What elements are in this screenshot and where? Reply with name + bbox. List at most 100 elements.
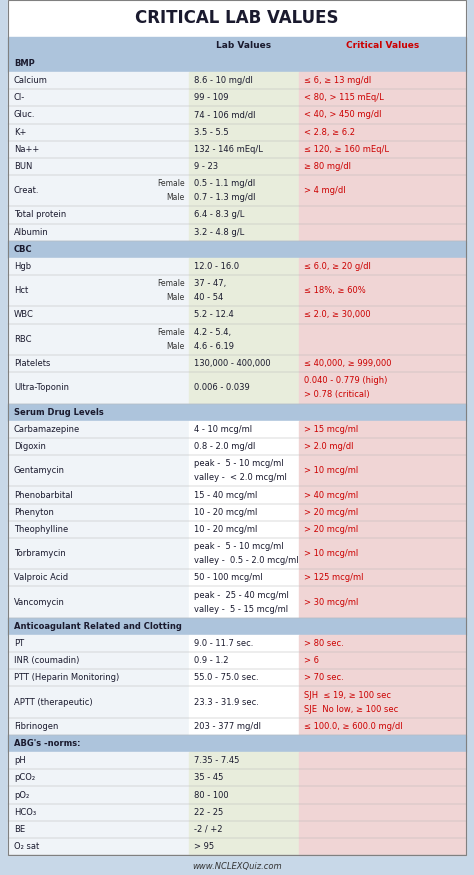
Bar [8,241,466,258]
Bar [8,718,189,735]
Bar [8,438,189,455]
Bar [189,324,299,355]
Bar [8,107,189,123]
Text: 10 - 20 mcg/ml: 10 - 20 mcg/ml [194,525,257,534]
Text: SJE  No low, ≥ 100 sec: SJE No low, ≥ 100 sec [304,704,398,714]
Text: pO₂: pO₂ [14,790,29,800]
Text: valley -  < 2.0 mcg/ml: valley - < 2.0 mcg/ml [194,473,287,482]
Bar [189,223,299,241]
Text: 9 - 23: 9 - 23 [194,162,218,171]
Text: Hgb: Hgb [14,262,31,271]
Bar [8,504,189,521]
Bar [189,372,299,403]
Bar [299,123,466,141]
Text: 8.6 - 10 mg/dl: 8.6 - 10 mg/dl [194,76,253,85]
Bar [8,618,466,635]
Text: 132 - 146 mEq/L: 132 - 146 mEq/L [194,144,263,154]
Text: PT: PT [14,639,24,648]
Text: 6.4 - 8.3 g/L: 6.4 - 8.3 g/L [194,211,244,220]
Text: 0.8 - 2.0 mg/dl: 0.8 - 2.0 mg/dl [194,442,255,451]
Text: 40 - 54: 40 - 54 [194,293,223,302]
Text: O₂ sat: O₂ sat [14,842,39,850]
Text: 74 - 106 md/dl: 74 - 106 md/dl [194,110,255,120]
Text: BUN: BUN [14,162,32,171]
Text: CBC: CBC [14,245,33,254]
Text: 203 - 377 mg/dl: 203 - 377 mg/dl [194,722,261,731]
Text: 5.2 - 12.4: 5.2 - 12.4 [194,311,234,319]
Bar [189,355,299,372]
Bar [189,455,299,486]
Text: Serum Drug Levels: Serum Drug Levels [14,408,104,416]
Bar [189,141,299,158]
Text: > 10 mcg/ml: > 10 mcg/ml [304,550,358,558]
Text: Phenyton: Phenyton [14,507,54,516]
Bar [189,158,299,175]
Text: 3.2 - 4.8 g/L: 3.2 - 4.8 g/L [194,228,244,236]
Text: > 2.0 mg/dl: > 2.0 mg/dl [304,442,353,451]
Text: > 15 mcg/ml: > 15 mcg/ml [304,424,358,434]
Text: ≤ 120, ≥ 160 mEq/L: ≤ 120, ≥ 160 mEq/L [304,144,389,154]
Bar [8,275,189,306]
Text: Female: Female [157,179,185,188]
Text: ABG's -norms:: ABG's -norms: [14,739,81,748]
Text: pCO₂: pCO₂ [14,774,35,782]
Bar [299,175,466,206]
Bar [8,72,189,89]
Bar [189,107,299,123]
Text: > 40 mcg/ml: > 40 mcg/ml [304,491,358,500]
Text: > 95: > 95 [194,842,214,850]
Bar [299,635,466,652]
Text: Gentamycin: Gentamycin [14,466,65,475]
Text: Male: Male [167,341,185,351]
Bar [299,438,466,455]
Text: Creat.: Creat. [14,186,39,195]
Bar [299,652,466,669]
Bar [8,487,189,504]
Bar [299,355,466,372]
Bar [8,752,189,769]
Text: ≤ 6, ≥ 13 mg/dl: ≤ 6, ≥ 13 mg/dl [304,76,371,85]
Text: 10 - 20 mcg/ml: 10 - 20 mcg/ml [194,507,257,516]
Text: 4 - 10 mcg/ml: 4 - 10 mcg/ml [194,424,252,434]
Text: > 6: > 6 [304,656,319,665]
Bar [299,752,466,769]
Text: SJH  ≤ 19, ≥ 100 sec: SJH ≤ 19, ≥ 100 sec [304,690,391,700]
Bar [189,687,299,718]
Bar [8,258,189,275]
Bar [299,89,466,107]
Text: > 4 mg/dl: > 4 mg/dl [304,186,346,195]
Text: INR (coumadin): INR (coumadin) [14,656,79,665]
Bar [299,72,466,89]
Bar [189,570,299,586]
Bar [189,803,299,821]
Text: ≤ 40,000, ≥ 999,000: ≤ 40,000, ≥ 999,000 [304,359,392,368]
Bar [299,372,466,403]
Text: K+: K+ [14,128,27,136]
Bar [189,258,299,275]
Bar [299,687,466,718]
Text: Male: Male [167,193,185,202]
Text: ≥ 80 mg/dl: ≥ 80 mg/dl [304,162,351,171]
Bar [189,504,299,521]
Text: Torbramycin: Torbramycin [14,550,66,558]
Bar [8,206,189,223]
Text: 0.7 - 1.3 mg/dl: 0.7 - 1.3 mg/dl [194,193,255,202]
Bar [189,89,299,107]
Text: peak -  25 - 40 mcg/ml: peak - 25 - 40 mcg/ml [194,591,289,599]
Text: Valproic Acid: Valproic Acid [14,573,68,583]
Text: 37 - 47,: 37 - 47, [194,279,226,288]
Text: BE: BE [14,825,25,834]
Bar [8,0,466,37]
Bar [8,158,189,175]
Text: HCO₃: HCO₃ [14,808,36,816]
Bar [189,586,299,618]
Bar [189,752,299,769]
Text: Na++: Na++ [14,144,39,154]
Bar [189,306,299,324]
Text: Critical Values: Critical Values [346,41,419,51]
Text: Cl-: Cl- [14,94,25,102]
Bar [299,787,466,803]
Text: APTT (therapeutic): APTT (therapeutic) [14,697,92,707]
Bar [299,324,466,355]
Bar [8,141,189,158]
